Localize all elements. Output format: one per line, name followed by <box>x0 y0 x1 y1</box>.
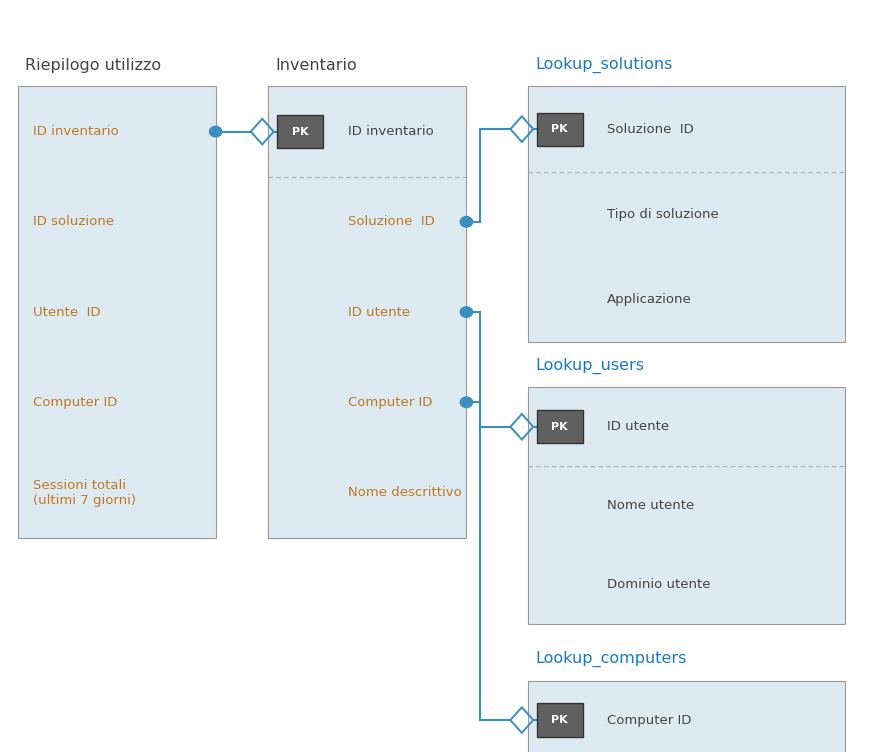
FancyBboxPatch shape <box>528 387 845 624</box>
Text: Soluzione  ID: Soluzione ID <box>607 123 694 135</box>
Text: Dominio utente: Dominio utente <box>607 578 711 591</box>
FancyBboxPatch shape <box>528 681 845 752</box>
Circle shape <box>460 217 473 227</box>
Circle shape <box>460 307 473 317</box>
Circle shape <box>460 397 473 408</box>
Text: Nome utente: Nome utente <box>607 499 694 512</box>
FancyBboxPatch shape <box>537 113 583 146</box>
Text: Computer ID: Computer ID <box>607 714 692 726</box>
Text: Nome descrittivo: Nome descrittivo <box>348 486 461 499</box>
FancyBboxPatch shape <box>268 86 466 538</box>
Text: Lookup_computers: Lookup_computers <box>535 650 686 667</box>
Text: PK: PK <box>552 422 568 432</box>
Text: Sessioni totali
(ultimi 7 giorni): Sessioni totali (ultimi 7 giorni) <box>33 478 136 507</box>
Text: ID inventario: ID inventario <box>348 125 433 138</box>
Text: PK: PK <box>292 126 308 137</box>
FancyBboxPatch shape <box>277 115 323 148</box>
Text: ID inventario: ID inventario <box>33 125 119 138</box>
Text: ID utente: ID utente <box>348 305 410 319</box>
Text: PK: PK <box>552 715 568 725</box>
Text: Computer ID: Computer ID <box>348 396 432 409</box>
Circle shape <box>209 126 222 137</box>
Text: ID utente: ID utente <box>607 420 670 433</box>
FancyBboxPatch shape <box>18 86 216 538</box>
Text: PK: PK <box>552 124 568 134</box>
FancyBboxPatch shape <box>528 86 845 342</box>
Text: Computer ID: Computer ID <box>33 396 118 409</box>
FancyBboxPatch shape <box>537 411 583 444</box>
Text: Soluzione  ID: Soluzione ID <box>348 215 435 229</box>
Text: Lookup_users: Lookup_users <box>535 357 644 374</box>
Text: ID soluzione: ID soluzione <box>33 215 114 229</box>
Text: Inventario: Inventario <box>275 58 357 73</box>
Text: Tipo di soluzione: Tipo di soluzione <box>607 208 719 221</box>
Text: Lookup_solutions: Lookup_solutions <box>535 56 672 73</box>
Text: Riepilogo utilizzo: Riepilogo utilizzo <box>25 58 161 73</box>
Text: Applicazione: Applicazione <box>607 293 692 306</box>
FancyBboxPatch shape <box>537 704 583 737</box>
Text: Utente  ID: Utente ID <box>33 305 101 319</box>
